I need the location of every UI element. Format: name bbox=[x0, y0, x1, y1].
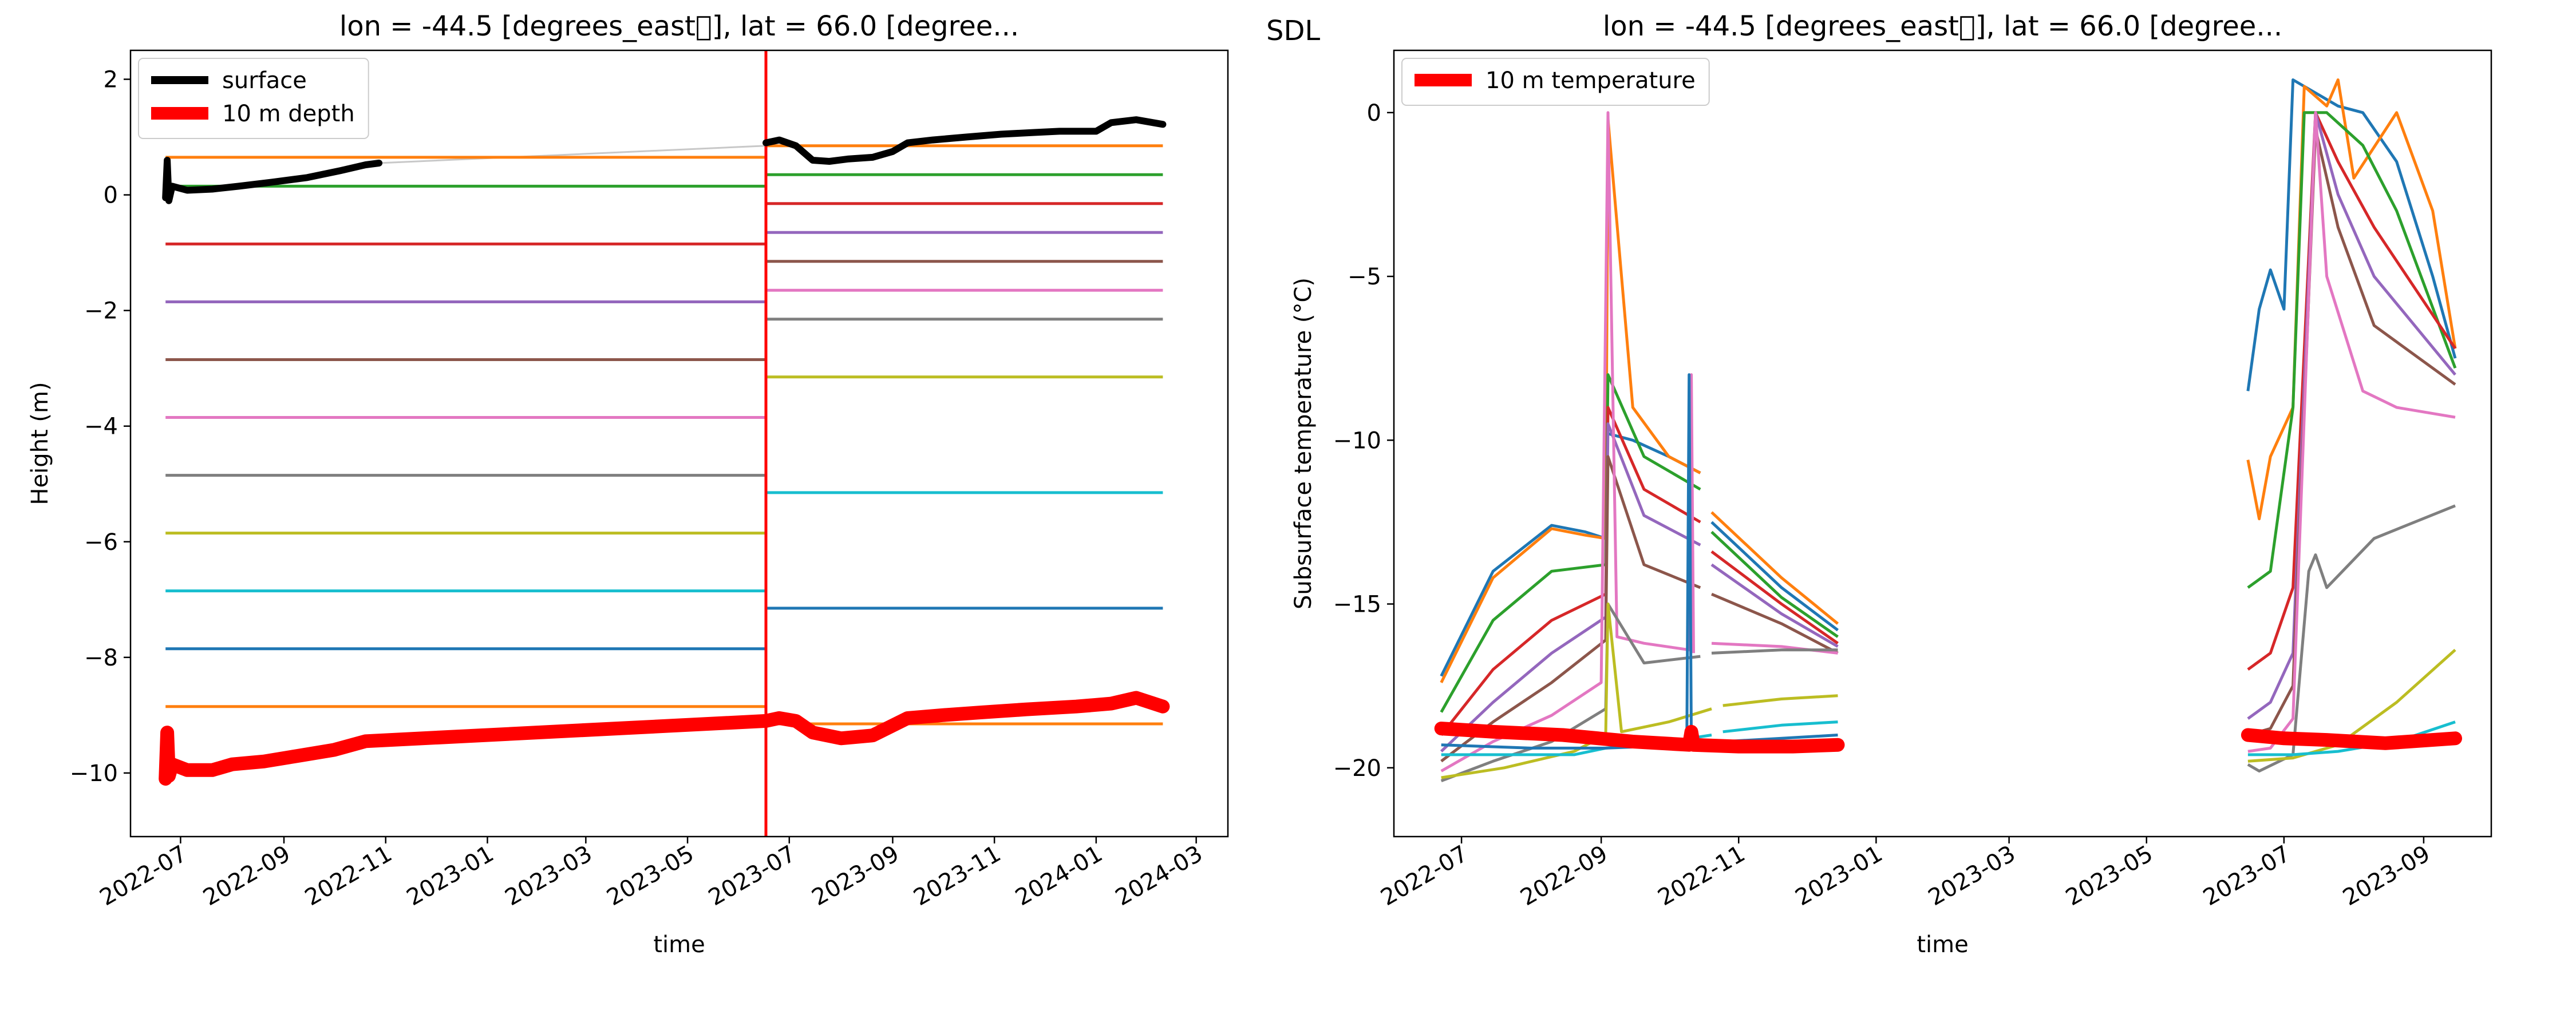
x-tick-label: 2023-03 bbox=[1924, 841, 2020, 911]
x-tick-label: 2024-01 bbox=[1011, 841, 1107, 911]
legend-label-surface: surface bbox=[222, 68, 307, 94]
sensor-series-line-9 bbox=[165, 491, 1163, 593]
sensor-series-line-1 bbox=[165, 144, 1163, 159]
y-tick-label: −20 bbox=[1333, 755, 1381, 782]
x-tick-label: 2022-07 bbox=[96, 841, 192, 911]
x-tick-label: 2023-09 bbox=[2338, 841, 2435, 911]
height-chart: lon = -44.5 [degrees_east ], lat = 66.0 … bbox=[27, 10, 1229, 958]
gap-line bbox=[379, 145, 767, 164]
y-tick-label: 0 bbox=[104, 183, 118, 209]
sensor-series-line-11 bbox=[1441, 373, 1838, 750]
plot-clip-group bbox=[1434, 78, 2462, 783]
height-chart-frame bbox=[129, 49, 1229, 838]
legend-label-10m-depth: 10 m depth bbox=[222, 101, 355, 127]
series-line-10-m-depth bbox=[159, 691, 1170, 786]
temperature-chart-ticks: 2022-07 2022-09 2022-11 2023-01 2023-03 2023-… bbox=[1333, 100, 2435, 911]
sensor-series-line-7 bbox=[1440, 111, 2456, 772]
height-chart-ticks: 2022-07 2022-09 2022-11 2023-01 2023-03 2023-… bbox=[70, 67, 1207, 912]
height-chart-legend: surface 10 m depth bbox=[138, 58, 369, 139]
sensor-series-line-5 bbox=[165, 260, 1163, 361]
temperature-chart-y-axis-label: Subsurface temperature (°C) bbox=[1290, 278, 1317, 609]
x-tick-label: 2023-05 bbox=[602, 841, 698, 911]
sensor-series-line-10 bbox=[165, 607, 1163, 651]
y-tick-label: −10 bbox=[70, 760, 118, 787]
x-tick-label: 2023-05 bbox=[2061, 841, 2158, 911]
height-chart-plot-area bbox=[159, 50, 1170, 837]
x-tick-label: 2023-07 bbox=[704, 841, 800, 911]
y-tick-label: −4 bbox=[84, 414, 118, 440]
y-tick-label: −5 bbox=[1348, 264, 1381, 290]
temperature-chart-x-axis-label: time bbox=[1917, 932, 1968, 958]
x-tick-label: 2023-07 bbox=[2199, 841, 2295, 911]
x-tick-label: 2022-07 bbox=[1376, 841, 1472, 911]
plot-clip-group bbox=[159, 50, 1170, 837]
y-tick-label: −6 bbox=[84, 529, 118, 556]
sensor-series-line-1 bbox=[1440, 78, 2457, 677]
legend-box bbox=[1401, 58, 1710, 106]
sensor-series-line-8 bbox=[165, 375, 1163, 535]
sensor-series-line-3 bbox=[165, 202, 1163, 245]
x-tick-label: 2023-09 bbox=[808, 841, 904, 911]
x-tick-label: 2022-09 bbox=[199, 841, 295, 911]
figure-label: SDL bbox=[1266, 15, 1320, 47]
y-tick-label: −15 bbox=[1333, 592, 1381, 618]
legend-label-10m-temperature: 10 m temperature bbox=[1485, 68, 1696, 94]
temperature-chart: lon = -44.5 [degrees_east ], lat = 66.0 … bbox=[1290, 10, 2492, 958]
x-tick-label: 2022-11 bbox=[301, 841, 397, 911]
temperature-chart-legend: 10 m temperature bbox=[1401, 58, 1710, 106]
height-chart-x-axis-label: time bbox=[653, 932, 705, 958]
x-tick-label: 2023-03 bbox=[501, 841, 597, 911]
x-tick-label: 2023-01 bbox=[402, 841, 499, 911]
y-tick-label: 2 bbox=[104, 67, 118, 93]
height-chart-title: lon = -44.5 [degrees_east ], lat = 66.0 … bbox=[339, 10, 1019, 42]
sensor-series-line-7 bbox=[165, 318, 1163, 477]
x-tick-label: 2022-11 bbox=[1654, 841, 1750, 911]
y-tick-label: 0 bbox=[1367, 100, 1381, 126]
x-tick-label: 2023-11 bbox=[909, 841, 1005, 911]
x-tick-label: 2024-03 bbox=[1111, 841, 1207, 911]
series-line-10-m-temperature bbox=[1434, 722, 2462, 754]
y-tick-label: −8 bbox=[84, 645, 118, 671]
temperature-chart-frame bbox=[1393, 49, 2492, 838]
series-line-surface bbox=[162, 116, 1167, 204]
x-tick-label: 2022-09 bbox=[1516, 841, 1612, 911]
y-tick-label: −10 bbox=[1333, 427, 1381, 454]
y-tick-label: −2 bbox=[84, 298, 118, 324]
sensor-series-line-6 bbox=[165, 288, 1163, 419]
temperature-chart-plot-area bbox=[1434, 78, 2462, 783]
x-tick-label: 2023-01 bbox=[1791, 841, 1887, 911]
height-chart-y-axis-label: Height (m) bbox=[27, 382, 53, 505]
temperature-chart-title: lon = -44.5 [degrees_east ], lat = 66.0 … bbox=[1603, 10, 2282, 42]
